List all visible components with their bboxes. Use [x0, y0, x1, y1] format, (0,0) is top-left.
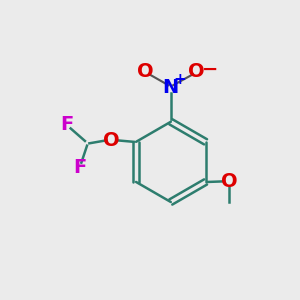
Text: N: N: [163, 78, 179, 97]
Text: O: O: [103, 131, 120, 150]
Text: F: F: [73, 158, 86, 177]
Text: O: O: [221, 172, 238, 191]
Text: O: O: [188, 62, 204, 81]
Text: F: F: [61, 116, 74, 134]
Text: +: +: [173, 72, 186, 87]
Text: O: O: [137, 62, 154, 81]
Text: −: −: [202, 60, 218, 79]
